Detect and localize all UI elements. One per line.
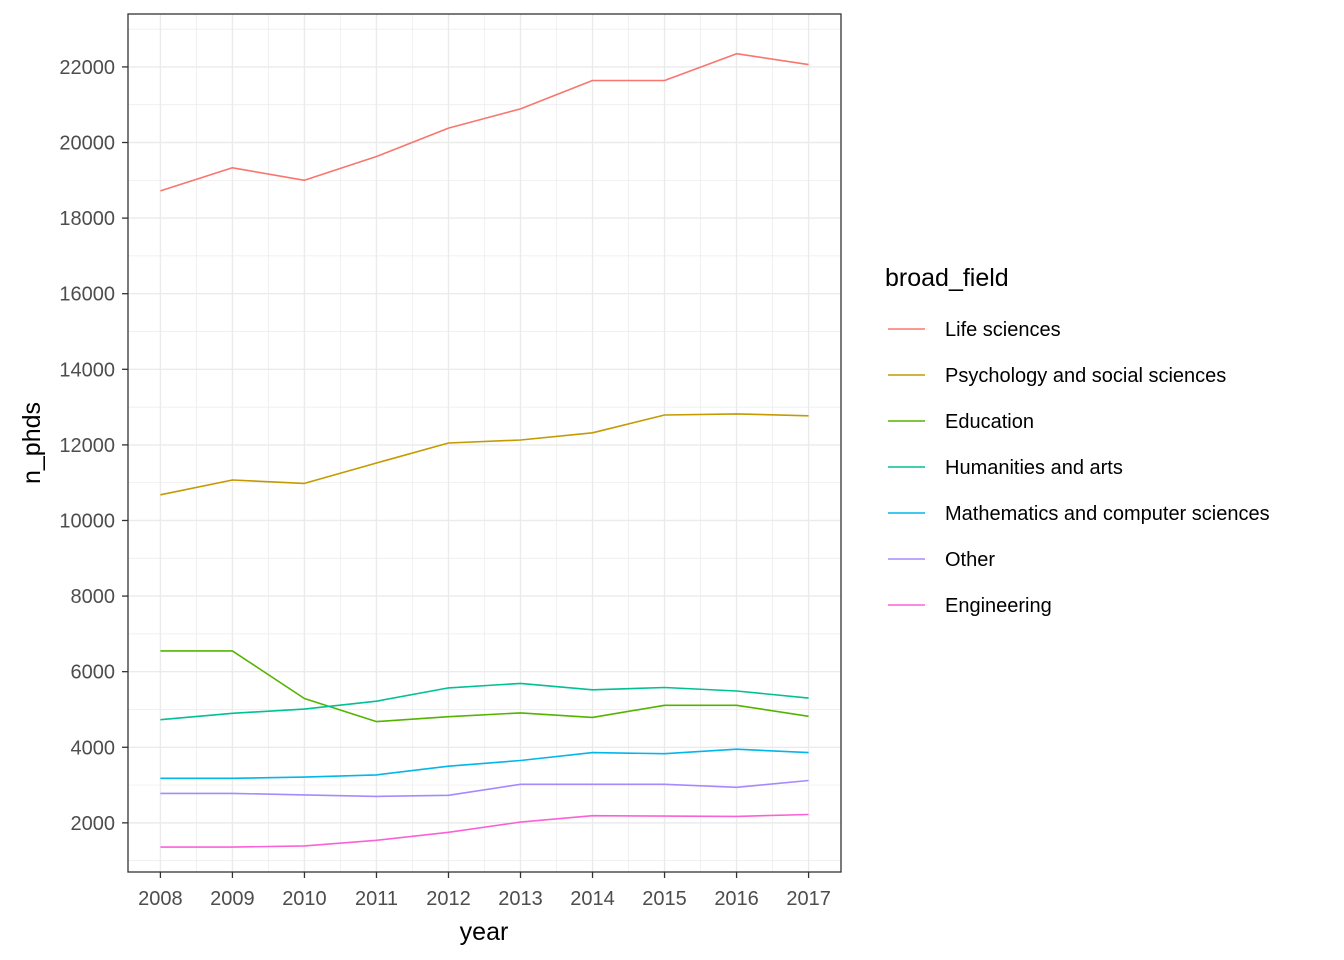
legend: broad_field Life sciences Psychology and … [885,264,1270,617]
x-tick-label: 2011 [355,888,398,910]
x-tick-label: 2016 [714,888,759,910]
x-tick-label: 2014 [570,888,615,910]
series-line-2 [160,650,809,723]
legend-items: Life sciences Psychology and social scien… [888,319,1270,617]
y-tick-label: 2000 [71,813,116,835]
y-tick-label: 18000 [59,208,115,230]
legend-label: Humanities and arts [945,457,1123,479]
y-axis: 2000 4000 6000 8000 10000 12000 14000 16000 1800… [59,57,128,835]
x-axis-title: year [460,918,509,946]
series-line-0 [160,52,809,192]
x-tick-label: 2008 [138,888,183,910]
legend-label: Education [945,411,1034,433]
x-tick-label: 2012 [426,888,471,910]
series-line-4 [160,748,809,780]
series-lines [160,52,809,848]
y-tick-label: 6000 [71,662,116,684]
x-axis: 2008 2009 2010 2011 2012 2013 2014 2015 2016 2017 [138,872,831,910]
series-line-1 [160,413,809,496]
minor-grid [128,14,841,872]
plot-border [127,13,842,873]
y-axis-title: n_phds [18,402,46,484]
y-tick-label: 20000 [59,133,115,155]
y-tick-label: 14000 [59,359,115,381]
x-tick-label: 2009 [210,888,255,910]
y-tick-label: 4000 [71,737,116,759]
y-tick-label: 10000 [59,510,115,532]
legend-label: Life sciences [945,319,1061,341]
series-line-6 [160,813,809,848]
x-tick-label: 2010 [282,888,327,910]
series-line-5 [160,779,809,798]
x-tick-label: 2015 [642,888,687,910]
y-tick-label: 22000 [59,57,115,79]
series-line-3 [160,682,809,721]
legend-label: Engineering [945,595,1052,617]
x-tick-label: 2017 [786,888,831,910]
x-tick-label: 2013 [498,888,543,910]
y-tick-label: 16000 [59,284,115,306]
legend-label: Psychology and social sciences [945,365,1226,387]
legend-title: broad_field [885,264,1009,292]
legend-label: Other [945,549,995,571]
legend-label: Mathematics and computer sciences [945,503,1270,525]
y-tick-label: 12000 [59,435,115,457]
y-tick-label: 8000 [71,586,116,608]
